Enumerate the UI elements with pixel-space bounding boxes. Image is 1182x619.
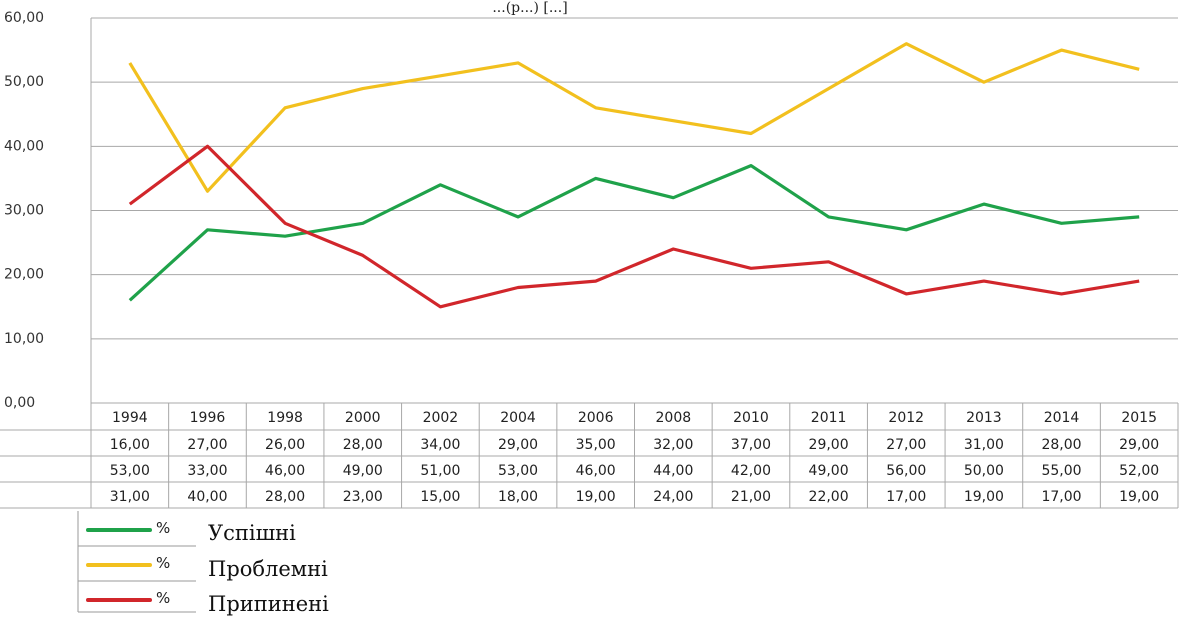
series-line-2	[128, 144, 1140, 309]
data-label: 17,00	[886, 489, 926, 505]
data-label: 50,00	[964, 463, 1004, 479]
data-label: 46,00	[576, 463, 616, 479]
x-tick-label: 2014	[1044, 410, 1080, 426]
data-label: 31,00	[964, 437, 1004, 453]
data-label: 40,00	[187, 489, 227, 505]
x-tick-label: 2015	[1121, 410, 1157, 426]
x-tick-label: 1994	[112, 410, 148, 426]
x-tick-label: 2006	[578, 410, 614, 426]
data-label: 16,00	[110, 437, 150, 453]
data-label: 33,00	[187, 463, 227, 479]
data-label: 53,00	[110, 463, 150, 479]
data-label: 53,00	[498, 463, 538, 479]
legend: % Успішні% Проблемні% Припинені	[77, 511, 329, 616]
data-label: 42,00	[731, 463, 771, 479]
data-label: 29,00	[809, 437, 849, 453]
data-label: 29,00	[1119, 437, 1159, 453]
data-label: 31,00	[110, 489, 150, 505]
data-label: 46,00	[265, 463, 305, 479]
data-label: 27,00	[187, 437, 227, 453]
data-label: 34,00	[420, 437, 460, 453]
legend-label: Припинені	[208, 592, 329, 616]
data-label: 28,00	[343, 437, 383, 453]
legend-label: Проблемні	[208, 557, 328, 581]
data-label: 19,00	[964, 489, 1004, 505]
x-tick-label: 2000	[345, 410, 381, 426]
data-label: 26,00	[265, 437, 305, 453]
data-label: 28,00	[265, 489, 305, 505]
data-label: 37,00	[731, 437, 771, 453]
y-tick-label: 20,00	[4, 267, 44, 283]
chart-title: ...(р...) [...]	[492, 0, 567, 16]
data-label: 22,00	[809, 489, 849, 505]
y-tick-label: 40,00	[4, 138, 44, 154]
data-label: 49,00	[343, 463, 383, 479]
series-line-1	[128, 42, 1140, 193]
data-label: 56,00	[886, 463, 926, 479]
legend-label: Успішні	[208, 521, 296, 545]
data-label: 44,00	[653, 463, 693, 479]
x-tick-label: 2004	[500, 410, 536, 426]
data-label: 24,00	[653, 489, 693, 505]
data-label: 28,00	[1041, 437, 1081, 453]
data-label: 17,00	[1041, 489, 1081, 505]
y-tick-label: 60,00	[4, 10, 44, 26]
data-label: 55,00	[1041, 463, 1081, 479]
x-tick-label: 2012	[888, 410, 924, 426]
x-tick-label: 2010	[733, 410, 769, 426]
data-label: 19,00	[576, 489, 616, 505]
data-label: 32,00	[653, 437, 693, 453]
data-label: 15,00	[420, 489, 460, 505]
x-tick-label: 1996	[190, 410, 226, 426]
y-tick-label: 0,00	[4, 395, 35, 411]
y-tick-label: 30,00	[4, 203, 44, 219]
data-label: 19,00	[1119, 489, 1159, 505]
data-label: 49,00	[809, 463, 849, 479]
y-axis: 0,00 10,00 20,00 30,00 40,00 50,00 60,00	[4, 10, 44, 411]
data-label: 27,00	[886, 437, 926, 453]
data-label: 23,00	[343, 489, 383, 505]
legend-unit: %	[156, 519, 170, 537]
x-tick-label: 1998	[267, 410, 303, 426]
x-tick-label: 2008	[656, 410, 692, 426]
data-table: 1994 1996 1998 2000 2002 2004 2006 2008 2010 2011…	[0, 402, 1179, 509]
data-label: 18,00	[498, 489, 538, 505]
x-tick-label: 2002	[423, 410, 459, 426]
data-label: 29,00	[498, 437, 538, 453]
legend-unit: %	[156, 554, 170, 572]
data-label: 51,00	[420, 463, 460, 479]
legend-unit: %	[156, 589, 170, 607]
data-label: 52,00	[1119, 463, 1159, 479]
x-tick-label: 2011	[811, 410, 847, 426]
data-label: 21,00	[731, 489, 771, 505]
y-tick-label: 10,00	[4, 331, 44, 347]
series-lines	[128, 42, 1140, 309]
y-tick-label: 50,00	[4, 74, 44, 90]
x-tick-label: 2013	[966, 410, 1002, 426]
data-label: 35,00	[576, 437, 616, 453]
series-line-0	[128, 164, 1140, 302]
